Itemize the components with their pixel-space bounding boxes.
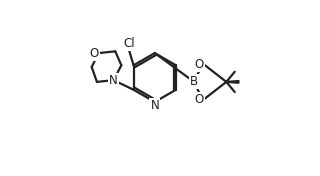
Text: Cl: Cl	[124, 37, 135, 51]
Text: N: N	[150, 99, 159, 112]
Text: B: B	[190, 75, 198, 88]
Text: O: O	[90, 47, 99, 60]
Text: N: N	[109, 74, 118, 87]
Text: O: O	[195, 58, 204, 71]
Text: O: O	[195, 93, 204, 106]
